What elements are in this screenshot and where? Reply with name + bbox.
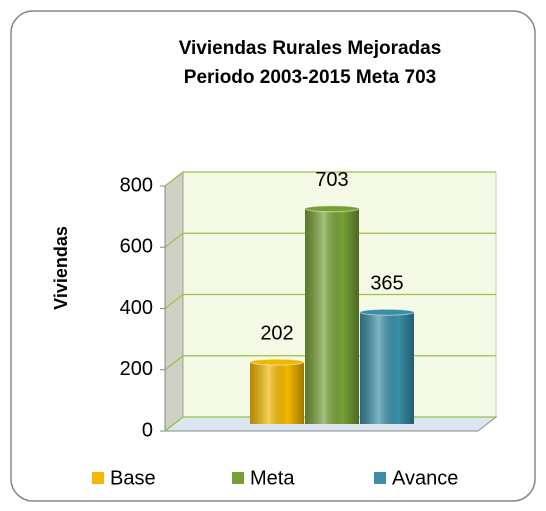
- legend-swatch: [374, 472, 386, 484]
- legend-label: Base: [110, 467, 156, 489]
- legend-label: Avance: [392, 467, 458, 489]
- grid-line: [164, 293, 496, 309]
- chart-subtitle: Periodo 2003-2015 Meta 703: [184, 67, 436, 88]
- value-label: 703: [315, 169, 348, 191]
- bar-shade: [305, 208, 359, 424]
- legend-swatch: [92, 472, 104, 484]
- bar-top: [249, 358, 305, 366]
- y-tick-label: 400: [120, 297, 153, 319]
- value-label: 365: [370, 273, 403, 295]
- y-tick-label: 800: [120, 174, 153, 196]
- grid-line: [164, 232, 496, 248]
- bar-top: [359, 308, 415, 316]
- bar-shade: [360, 312, 414, 424]
- y-tick-label: 200: [120, 358, 153, 380]
- chart-title: Viviendas Rurales Mejoradas: [179, 38, 442, 59]
- bar-top: [304, 205, 360, 213]
- y-tick-label: 0: [142, 419, 153, 441]
- grid-line: [164, 171, 496, 187]
- value-label: 202: [260, 322, 293, 344]
- bar-shade: [250, 362, 304, 424]
- y-axis-label: Viviendas: [51, 226, 71, 310]
- y-tick-label: 600: [120, 236, 153, 258]
- legend-label: Meta: [250, 467, 295, 489]
- legend-swatch: [232, 472, 244, 484]
